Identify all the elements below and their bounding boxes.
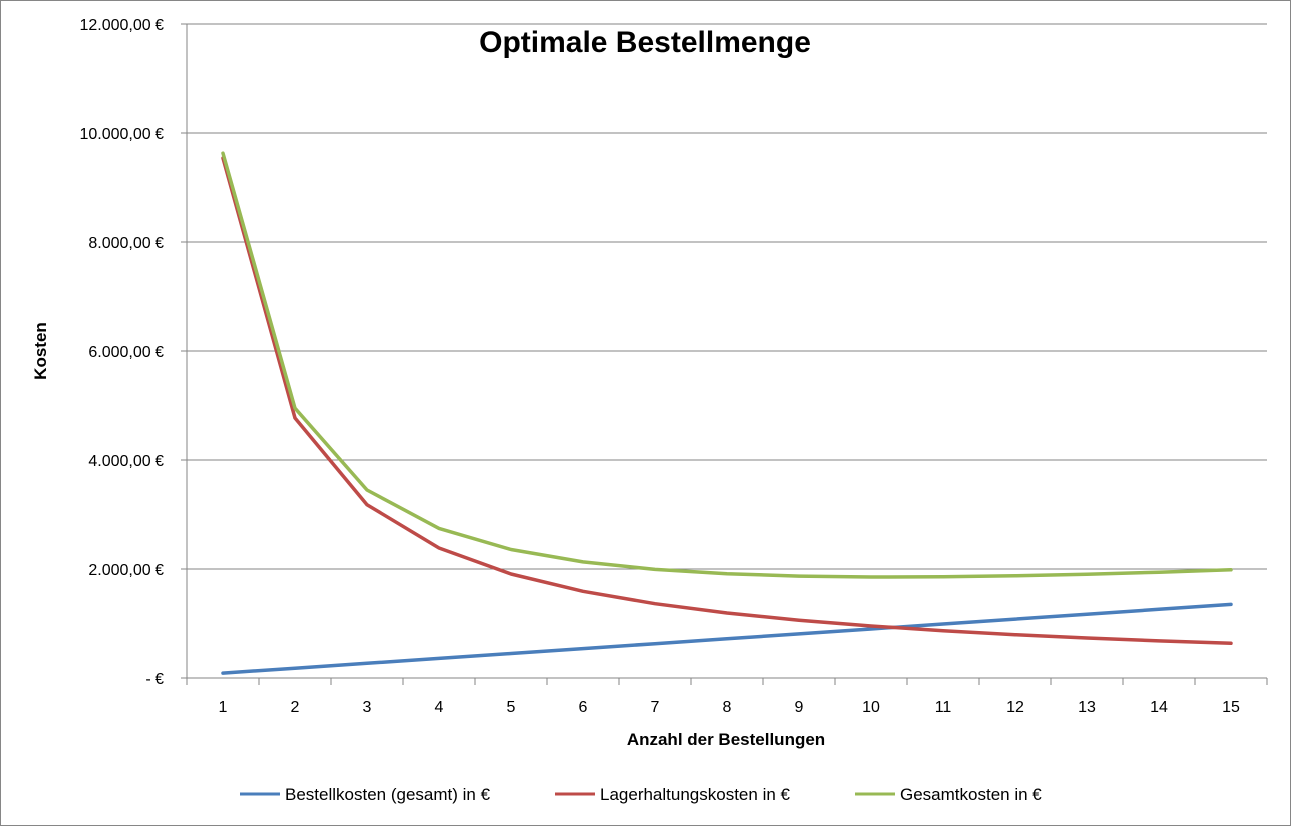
axes	[181, 23, 1268, 685]
legend-item-lagerhaltungskosten: Lagerhaltungskosten in €	[555, 785, 791, 804]
x-tick-label: 14	[1150, 699, 1168, 716]
legend-label-gesamtkosten: Gesamtkosten in €	[900, 785, 1042, 804]
y-tick-label: 4.000,00 €	[88, 453, 164, 470]
gridlines	[187, 23, 1267, 570]
y-tick-labels: - € 2.000,00 € 4.000,00 € 6.000,00 € 8.000,0…	[79, 17, 164, 688]
legend-item-gesamtkosten: Gesamtkosten in €	[855, 785, 1042, 804]
x-tick-labels: 1 2 3 4 5 6 7 8 9 10 11 12 13 14 15	[219, 699, 1240, 716]
x-tick-label: 15	[1222, 699, 1240, 716]
x-tick-label: 8	[723, 699, 732, 716]
series-line-lagerhaltungskosten	[221, 156, 1233, 646]
chart-title: Optimale Bestellmenge	[479, 26, 811, 59]
series-lines	[221, 151, 1233, 675]
y-axis-title: Kosten	[31, 322, 50, 380]
y-tick-label: 12.000,00 €	[79, 17, 164, 34]
y-tick-label: - €	[145, 671, 164, 688]
x-tick-label: 2	[291, 699, 300, 716]
x-tick-label: 7	[651, 699, 660, 716]
x-tick-label: 13	[1078, 699, 1096, 716]
x-tick-label: 10	[862, 699, 880, 716]
y-tick-label: 10.000,00 €	[79, 126, 164, 143]
series-line-gesamtkosten	[221, 151, 1233, 579]
legend: Bestellkosten (gesamt) in € Lagerhaltung…	[240, 785, 1042, 804]
x-tick-label: 4	[435, 699, 444, 716]
y-tick-label: 6.000,00 €	[88, 344, 164, 361]
y-tick-label: 2.000,00 €	[88, 562, 164, 579]
x-tick-label: 5	[507, 699, 516, 716]
y-tick-label: 8.000,00 €	[88, 235, 164, 252]
x-tick-label: 3	[363, 699, 372, 716]
x-axis-title: Anzahl der Bestellungen	[627, 730, 825, 749]
x-tick-label: 6	[579, 699, 588, 716]
series-line-bestellkosten	[221, 602, 1233, 675]
x-tick-label: 9	[795, 699, 804, 716]
x-tick-label: 11	[935, 699, 952, 716]
legend-label-bestellkosten: Bestellkosten (gesamt) in €	[285, 785, 491, 804]
legend-item-bestellkosten: Bestellkosten (gesamt) in €	[240, 785, 491, 804]
legend-label-lagerhaltungskosten: Lagerhaltungskosten in €	[600, 785, 791, 804]
x-tick-label: 1	[219, 699, 228, 716]
x-tick-label: 12	[1006, 699, 1024, 716]
